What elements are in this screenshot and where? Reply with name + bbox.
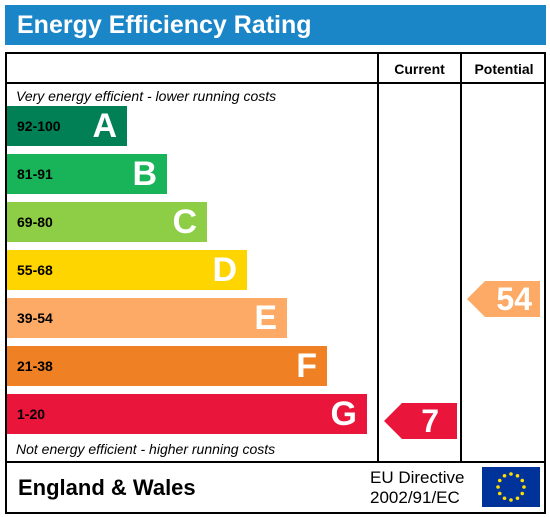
band-range: 55-68: [17, 262, 53, 278]
top-note: Very energy efficient - lower running co…: [16, 88, 277, 104]
current-rating: 7: [384, 403, 457, 439]
band-letter: D: [212, 251, 237, 289]
column-header-potential: Potential: [474, 61, 534, 77]
band-letter: B: [132, 155, 157, 193]
eu-star-icon: [520, 491, 525, 496]
band-range: 92-100: [17, 118, 61, 134]
eu-star-icon: [509, 498, 513, 502]
band-letter: E: [254, 299, 277, 337]
band-a: 92-100 A: [7, 106, 127, 146]
band-f: 21-38 F: [7, 346, 327, 386]
band-letter: G: [330, 395, 357, 433]
divider-potential: [460, 52, 462, 462]
band-range: 81-91: [17, 166, 53, 182]
band-letter: C: [172, 203, 197, 241]
eu-star-icon: [496, 485, 500, 489]
directive-line-2: 2002/91/EC: [370, 488, 460, 507]
band-b: 81-91 B: [7, 154, 167, 194]
band-letter: F: [296, 347, 317, 385]
band-e: 39-54 E: [7, 298, 287, 338]
current-rating-value: 7: [421, 403, 439, 439]
band-range: 21-38: [17, 358, 53, 374]
band-range: 69-80: [17, 214, 53, 230]
potential-rating-value: 54: [496, 281, 532, 317]
eu-star-icon: [502, 473, 507, 478]
eu-star-icon: [497, 478, 502, 483]
eu-star-icon: [502, 496, 507, 501]
eu-star-icon: [509, 472, 513, 476]
eu-flag-icon: [482, 467, 540, 507]
eu-star-icon: [522, 485, 526, 489]
band-d: 55-68 D: [7, 250, 247, 290]
header-bar: Energy Efficiency Rating: [5, 5, 546, 45]
page-title: Energy Efficiency Rating: [17, 11, 312, 39]
rating-table: [5, 52, 546, 514]
band-range: 39-54: [17, 310, 53, 326]
footer-directive: EU Directive 2002/91/EC: [370, 468, 464, 508]
band-c: 69-80 C: [7, 202, 207, 242]
eu-star-icon: [515, 496, 520, 501]
eu-star-icon: [520, 478, 525, 483]
directive-line-1: EU Directive: [370, 468, 465, 487]
footer-divider: [5, 461, 546, 463]
footer-region: England & Wales: [18, 475, 196, 500]
eu-star-icon: [515, 473, 520, 478]
bottom-note: Not energy efficient - higher running co…: [16, 441, 276, 457]
column-header-current: Current: [394, 61, 445, 77]
current-rating-arrow: [384, 403, 457, 439]
header-divider: [5, 82, 546, 84]
eu-star-icon: [497, 491, 502, 496]
divider-current: [377, 52, 379, 462]
band-g: 1-20 G: [7, 394, 367, 434]
band-letter: A: [92, 107, 117, 145]
potential-rating: 54: [467, 281, 540, 317]
band-range: 1-20: [17, 406, 46, 422]
potential-rating-arrow: [467, 281, 540, 317]
